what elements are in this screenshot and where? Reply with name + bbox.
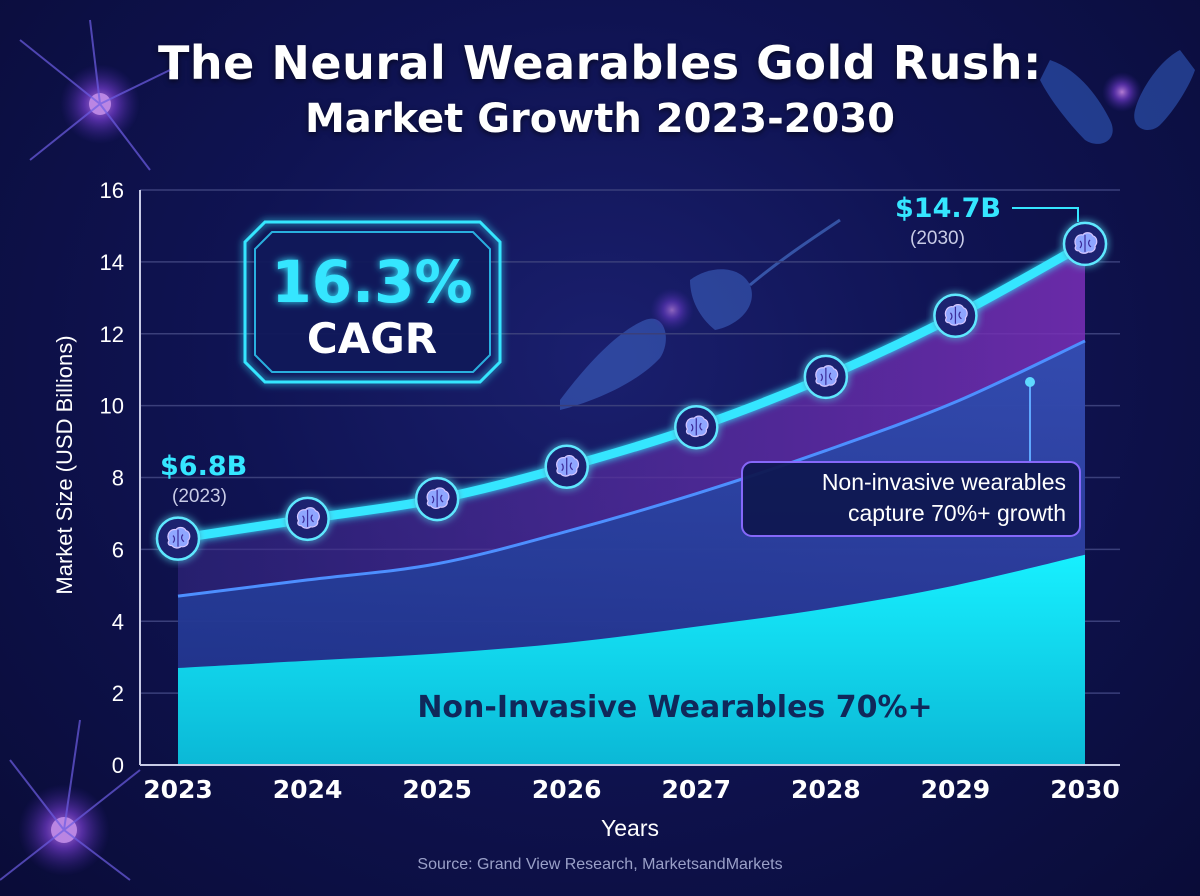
- chart-areas: [178, 243, 1085, 765]
- x-tick-label: 2029: [921, 775, 991, 804]
- y-tick-label: 6: [112, 537, 124, 562]
- brain-icon: [296, 507, 320, 529]
- x-tick-label: 2025: [402, 775, 472, 804]
- brain-icon: [167, 526, 191, 549]
- data-point-marker: [674, 404, 719, 450]
- synapse-decoration-top-right: [1040, 50, 1195, 144]
- non-invasive-callout: Non-invasive wearables capture 70%+ grow…: [741, 377, 1081, 537]
- cagr-label: CAGR: [307, 314, 437, 363]
- data-point-marker: [285, 496, 330, 542]
- x-tick-label: 2030: [1050, 775, 1120, 804]
- y-tick-label: 14: [100, 250, 124, 275]
- data-point-marker: [933, 293, 978, 339]
- brain-icon: [556, 454, 580, 477]
- y-tick-label: 0: [112, 753, 124, 778]
- cagr-value: 16.3%: [271, 248, 472, 316]
- y-tick-label: 2: [112, 681, 124, 706]
- end-value-leader-line: [1012, 207, 1079, 222]
- y-tick-label: 8: [112, 466, 124, 491]
- data-point-marker: [414, 476, 460, 522]
- data-point-marker: [1062, 221, 1108, 267]
- y-tick-label: 4: [112, 609, 124, 634]
- brain-icon: [815, 365, 839, 387]
- data-point-marker: [155, 516, 201, 561]
- y-tick-label: 10: [100, 394, 124, 419]
- brain-icon: [944, 304, 968, 326]
- page-title: The Neural Wearables Gold Rush:: [158, 36, 1042, 90]
- cagr-badge: 16.3% CAGR: [243, 220, 502, 384]
- synapse-decoration-center: [560, 218, 841, 410]
- chart-markers: [155, 221, 1108, 561]
- callout-line-1: Non-invasive wearables: [822, 469, 1066, 495]
- brain-icon: [1074, 232, 1098, 254]
- y-tick-label: 12: [100, 322, 124, 347]
- end-value-label: $14.7B: [895, 193, 1001, 224]
- brain-icon: [426, 487, 450, 510]
- chart-axes: 0 2 4 6 8 10 12 14 16 2023 2024 2025 2026 2027 2028 202…: [100, 178, 1120, 804]
- y-tick-label: 16: [100, 178, 124, 203]
- start-year-label: (2023): [172, 486, 227, 507]
- x-tick-label: 2027: [661, 775, 731, 804]
- x-tick-label: 2024: [273, 775, 343, 804]
- x-tick-label: 2023: [143, 775, 213, 804]
- y-axis-label: Market Size (USD Billions): [52, 335, 77, 594]
- x-axis-label: Years: [601, 815, 659, 841]
- x-tick-label: 2026: [532, 775, 602, 804]
- brain-icon: [685, 415, 709, 438]
- mid-segment-line: [177, 339, 1086, 598]
- start-value-label: $6.8B: [160, 451, 247, 482]
- data-point-marker: [544, 444, 589, 489]
- neuron-decoration-top-left: [19, 19, 171, 171]
- end-year-label: (2030): [910, 228, 965, 249]
- non-invasive-area-label: Non-Invasive Wearables 70%+: [417, 690, 932, 725]
- page-subtitle: Market Growth 2023-2030: [305, 96, 895, 142]
- non-invasive-area: [178, 554, 1085, 765]
- source-note: Source: Grand View Research, MarketsandM…: [417, 856, 783, 873]
- x-tick-label: 2028: [791, 775, 861, 804]
- data-point-marker: [803, 354, 849, 400]
- neuron-decoration-bottom-left: [0, 719, 141, 881]
- callout-line-2: capture 70%+ growth: [848, 500, 1066, 526]
